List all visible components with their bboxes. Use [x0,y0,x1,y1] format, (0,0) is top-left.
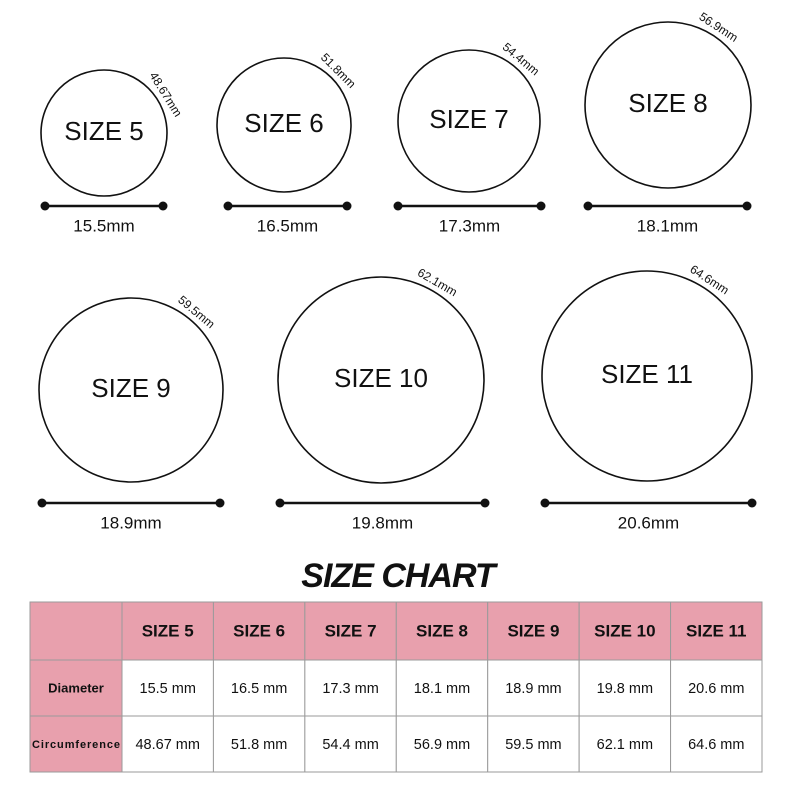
table-value: 17.3 mm [322,681,378,697]
ring-size-label: SIZE 7 [429,104,508,134]
table-value: 19.8 mm [597,681,653,697]
ruler-end [480,498,490,508]
table-header: SIZE 8 [416,621,468,640]
ruler-end [215,498,225,508]
ring-size-label: SIZE 11 [601,359,693,389]
table-value: 56.9 mm [414,737,470,753]
row-label: Diameter [48,680,104,695]
table-cell [578,715,672,773]
table-cell [395,659,489,717]
ring-circle [40,69,168,197]
table-value: 18.1 mm [414,681,470,697]
table-cell [304,601,397,661]
table-value: 15.5 mm [140,681,196,697]
table-cell [670,601,763,661]
ring-circle [541,270,753,482]
ring-circle [216,57,352,193]
diameter-label: 17.3mm [439,216,500,235]
table-cell [487,659,580,717]
ruler-end [223,201,233,211]
ruler-end [342,201,352,211]
table-value: 20.6 mm [688,681,744,697]
table-header: SIZE 9 [507,621,559,640]
table-cell [395,601,489,661]
ring-size-label: SIZE 9 [91,373,170,403]
table-cell [578,659,672,717]
diameter-label: 18.1mm [637,216,698,235]
table-cell [121,601,214,661]
table-cell [212,715,306,773]
table-header: SIZE 11 [686,621,746,640]
ring-size-label: SIZE 6 [244,108,323,138]
diameter-label: 16.5mm [257,216,318,235]
table-cell [121,659,214,717]
table-cell [578,601,672,661]
table-cell [487,601,580,661]
ring-circle [397,49,541,193]
table-cell [29,659,123,717]
ring-circle [277,276,485,484]
ruler-end [583,201,593,211]
ruler-end [40,201,50,211]
table-value: 59.5 mm [505,737,561,753]
table-value: 51.8 mm [231,737,287,753]
row-label: Circumference [32,739,120,751]
ruler-end [37,498,47,508]
ruler-end [742,201,752,211]
table-value: 48.67 mm [135,737,199,753]
table-value: 64.6 mm [688,737,744,753]
table-cell [121,715,214,773]
table-header: SIZE 5 [142,621,194,640]
table-title: SIZE CHART [301,557,499,595]
table-header: SIZE 7 [325,621,377,640]
table-cell [487,715,580,773]
table-cell [29,601,123,661]
ring-size-label: SIZE 5 [64,116,143,146]
table-header: SIZE 6 [233,621,285,640]
table-cell [670,715,763,773]
ruler-end [747,498,757,508]
diameter-label: 18.9mm [100,513,161,532]
table-cell [212,601,306,661]
table-value: 62.1 mm [597,737,653,753]
diameter-label: 20.6mm [618,513,679,532]
diameter-label: 15.5mm [73,216,134,235]
ring-circle [38,297,224,483]
table-header: SIZE 10 [594,621,655,640]
table-value: 16.5 mm [231,681,287,697]
table-value: 54.4 mm [322,737,378,753]
ruler-end [536,201,546,211]
ruler-end [158,201,168,211]
ruler-end [393,201,403,211]
ring-size-label: SIZE 10 [334,363,428,393]
table-cell [29,715,123,773]
table-cell [670,659,763,717]
ruler-end [540,498,550,508]
table-cell [304,715,397,773]
table-cell [395,715,489,773]
ring-size-label: SIZE 8 [628,88,707,118]
diameter-label: 19.8mm [352,513,413,532]
table-value: 18.9 mm [505,681,561,697]
ring-circle [584,21,752,189]
ruler-end [275,498,285,508]
table-cell [304,659,397,717]
